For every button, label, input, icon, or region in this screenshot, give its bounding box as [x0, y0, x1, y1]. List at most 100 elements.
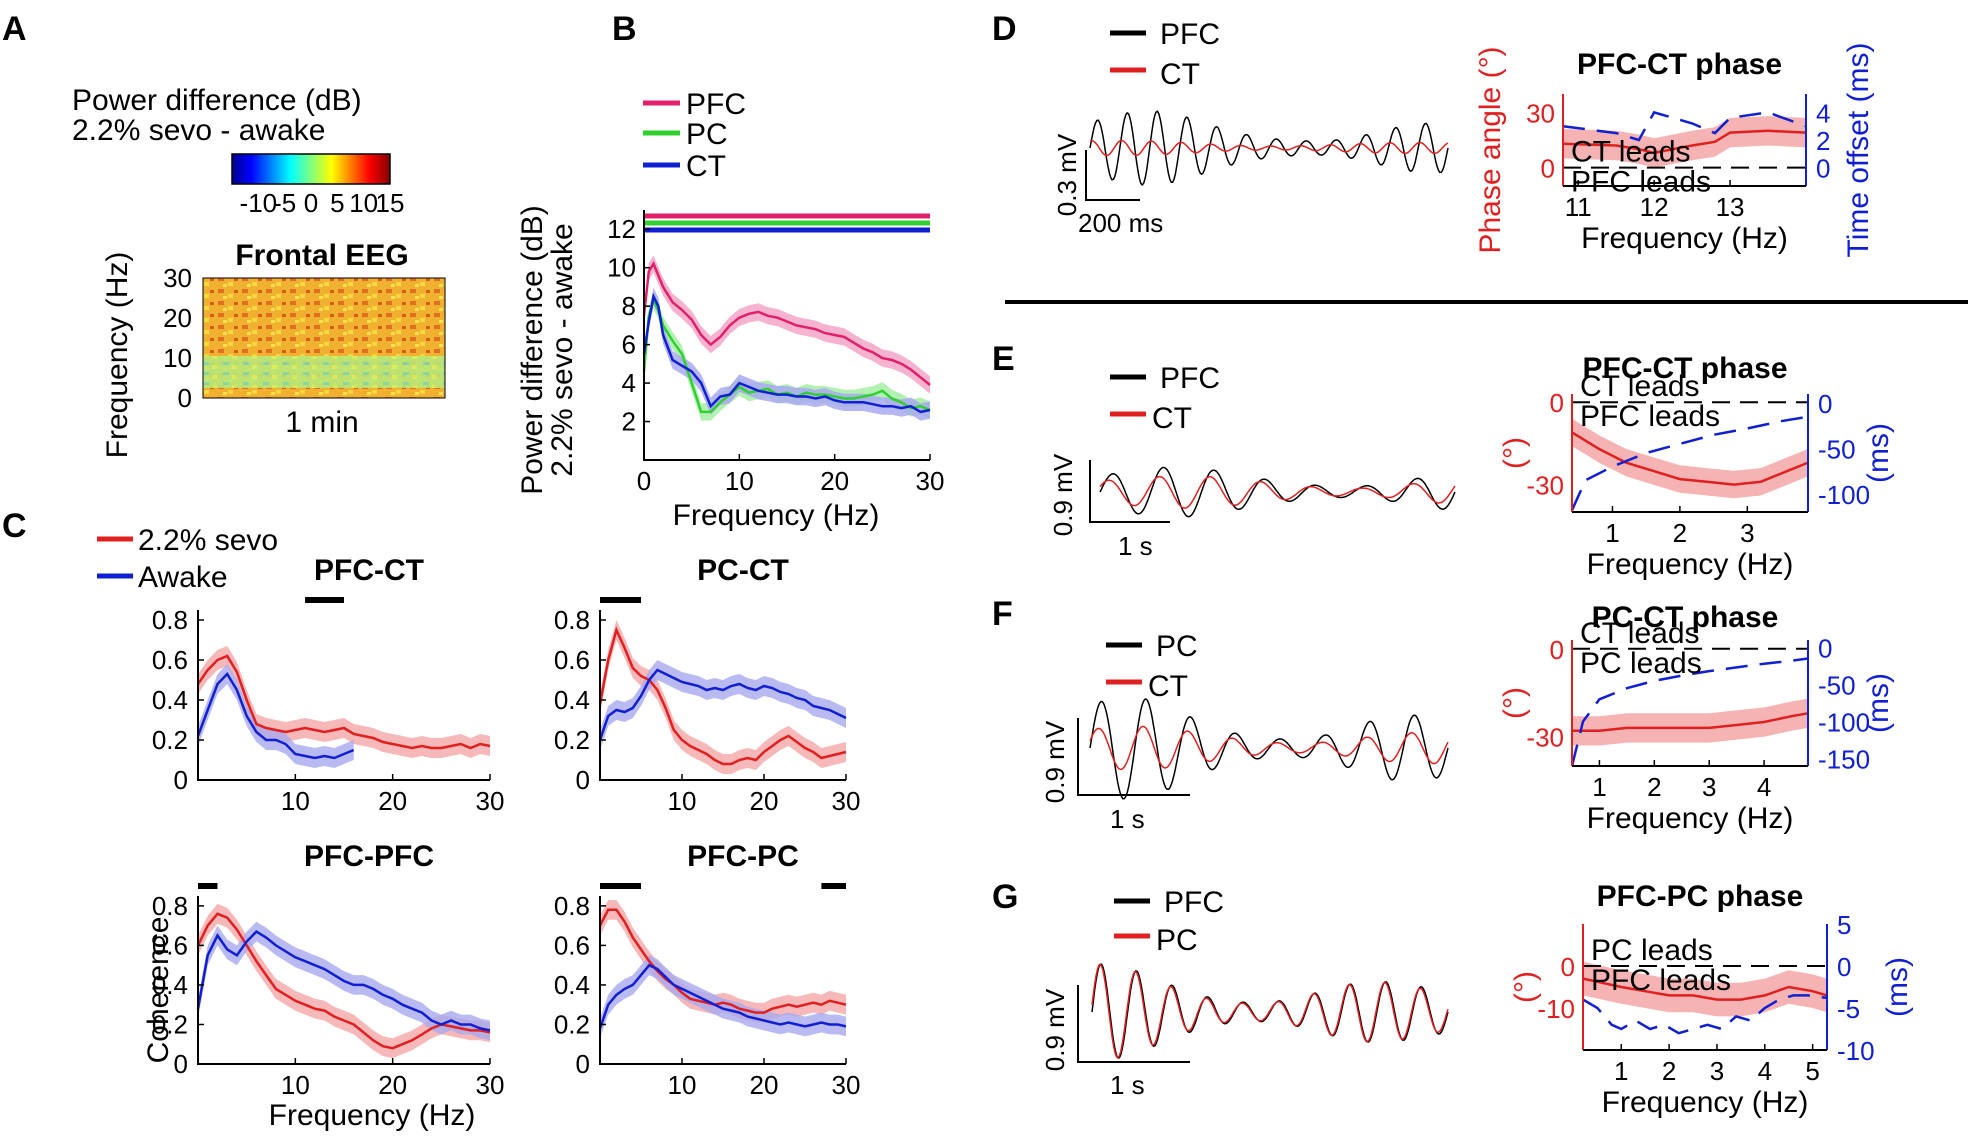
time-offset-line [1570, 657, 1809, 767]
trace-line-red [1099, 475, 1456, 509]
phase-xlabel: Frequency (Hz) [1587, 802, 1794, 835]
xtick-label: 12 [1640, 192, 1669, 222]
coherence-title: PC-CT [697, 554, 789, 587]
ytick-label: 6 [622, 330, 636, 360]
xtick-label: 20 [750, 786, 779, 816]
ytick-label: 0.6 [554, 645, 590, 675]
spectrogram-ytick: 0 [178, 383, 192, 413]
time-offset-line [1562, 110, 1807, 142]
series-line-sevo [598, 626, 847, 766]
xtick-label: 3 [1702, 772, 1716, 802]
xtick-label: 11 [1565, 192, 1592, 222]
panel-c-legend: 2.2% sevo Awake [97, 524, 278, 594]
phase-ylabel-left: (°) [1498, 437, 1531, 469]
panel-label-e: E [992, 340, 1015, 378]
ytick-label: 12 [607, 214, 636, 244]
xtick-label: 10 [725, 466, 754, 496]
panel-label-b: B [612, 10, 637, 48]
ytick-label: 0.4 [554, 685, 590, 715]
phase-ylabel-left: Phase angle (°) [1474, 46, 1507, 253]
panel-label-d: D [992, 10, 1017, 48]
ytick-left: 0 [1561, 952, 1575, 982]
panel-g-traces: PFC PC 0.9 mV 1 s [1040, 886, 1449, 1100]
phase-angle-line [1582, 977, 1828, 1001]
panel-label-g: G [992, 878, 1018, 916]
xtick-label: 30 [476, 786, 505, 816]
panel-a: Power difference (dB) 2.2% sevo - awake [72, 84, 446, 458]
xtick-label: 2 [1662, 1056, 1676, 1086]
trace-line-red [1089, 139, 1449, 157]
scalebar-f-voltage: 0.9 mV [1040, 720, 1070, 803]
trace-g [1091, 963, 1449, 1059]
phase-ylabel-left: (°) [1509, 971, 1542, 1003]
annotation-leader: CT leads [1580, 370, 1700, 403]
series-line-ct [642, 292, 931, 414]
ytick-left: -30 [1526, 471, 1564, 501]
xtick-label: 30 [476, 1070, 505, 1100]
spectrogram-ytick: 20 [163, 303, 192, 333]
coherence-plot-pc-ct: PC-CT 0 0.2 0.4 0.6 0.8 10 20 30 [554, 554, 861, 816]
phase-band [1572, 418, 1808, 499]
ytick-label: 4 [622, 368, 636, 398]
ytick-label: 0.4 [152, 685, 188, 715]
xtick-label: 1 [1592, 772, 1606, 802]
xtick-label: 3 [1740, 518, 1754, 548]
panel-label-f: F [992, 595, 1013, 633]
trace-e [1099, 466, 1456, 518]
ytick-left: -10 [1537, 994, 1575, 1024]
phase-xlabel: Frequency (Hz) [1602, 1086, 1809, 1119]
scalebar-e [1089, 460, 1170, 523]
panel-c-xlabel: Frequency (Hz) [269, 1099, 476, 1132]
legend-label-ct: CT [686, 150, 726, 183]
colorbar-tick: 5 [330, 188, 344, 218]
xtick-label: 10 [281, 786, 310, 816]
ytick-left: 30 [1526, 98, 1555, 128]
scalebar-g-voltage: 0.9 mV [1040, 988, 1070, 1071]
colorbar-tick: 0 [304, 188, 318, 218]
xtick-label: 10 [281, 1070, 310, 1100]
xtick-label: 10 [668, 1070, 697, 1100]
trace-line-black [1089, 110, 1449, 186]
ytick-left: -30 [1526, 723, 1564, 753]
band-pfc [644, 255, 930, 394]
phase-angle-line [1572, 712, 1809, 733]
ytick-right: 4 [1816, 98, 1830, 128]
phase-ylabel-right: Time offset (ms) [1842, 42, 1875, 257]
scalebar-d-voltage: 0.3 mV [1052, 133, 1082, 216]
scalebar-g-time: 1 s [1110, 1070, 1145, 1100]
coherence-plot-pfc-pfc: PFC-PFC 0 0.2 0.4 0.6 0.8 10 20 30 [152, 840, 505, 1100]
xtick-label: 20 [378, 1070, 407, 1100]
phase-ylabel-right: (ms) [1881, 957, 1914, 1017]
panel-label-c: C [2, 507, 27, 545]
ytick-right: 5 [1837, 910, 1851, 940]
phase-title: PFC-CT phase [1582, 352, 1787, 385]
band-awake [600, 660, 846, 750]
annotation-follower: PFC leads [1571, 166, 1711, 199]
coherence-plot-pfc-ct: PFC-CT 0 0.2 0.4 0.6 0.8 10 20 30 [152, 554, 505, 816]
annotation-leader: PC leads [1591, 934, 1713, 967]
ytick-left: 0 [1550, 388, 1564, 418]
ytick-left: 0 [1550, 635, 1564, 665]
ytick-label: 0.2 [152, 725, 188, 755]
phase-ylabel-right: (ms) [1862, 673, 1895, 733]
legend-label-g-1: PFC [1164, 886, 1224, 919]
xtick-label: 5 [1805, 1056, 1819, 1086]
ytick-label: 0.8 [554, 891, 590, 921]
phase-ylabel-right: (ms) [1862, 423, 1895, 483]
phase-angle-line [1562, 129, 1807, 155]
ytick-right: 0 [1837, 952, 1851, 982]
ytick-right: -5 [1837, 994, 1860, 1024]
phase-xlabel: Frequency (Hz) [1587, 548, 1794, 581]
coherence-title: PFC-CT [314, 554, 424, 587]
xtick-label: 0 [637, 466, 651, 496]
ytick-label: 0.4 [152, 970, 188, 1000]
ytick-right: -10 [1837, 1036, 1875, 1066]
ytick-right: 0 [1816, 154, 1830, 184]
xtick-label: 30 [832, 1070, 861, 1100]
xtick-label: 4 [1757, 772, 1771, 802]
trace-line-black [1089, 698, 1449, 800]
